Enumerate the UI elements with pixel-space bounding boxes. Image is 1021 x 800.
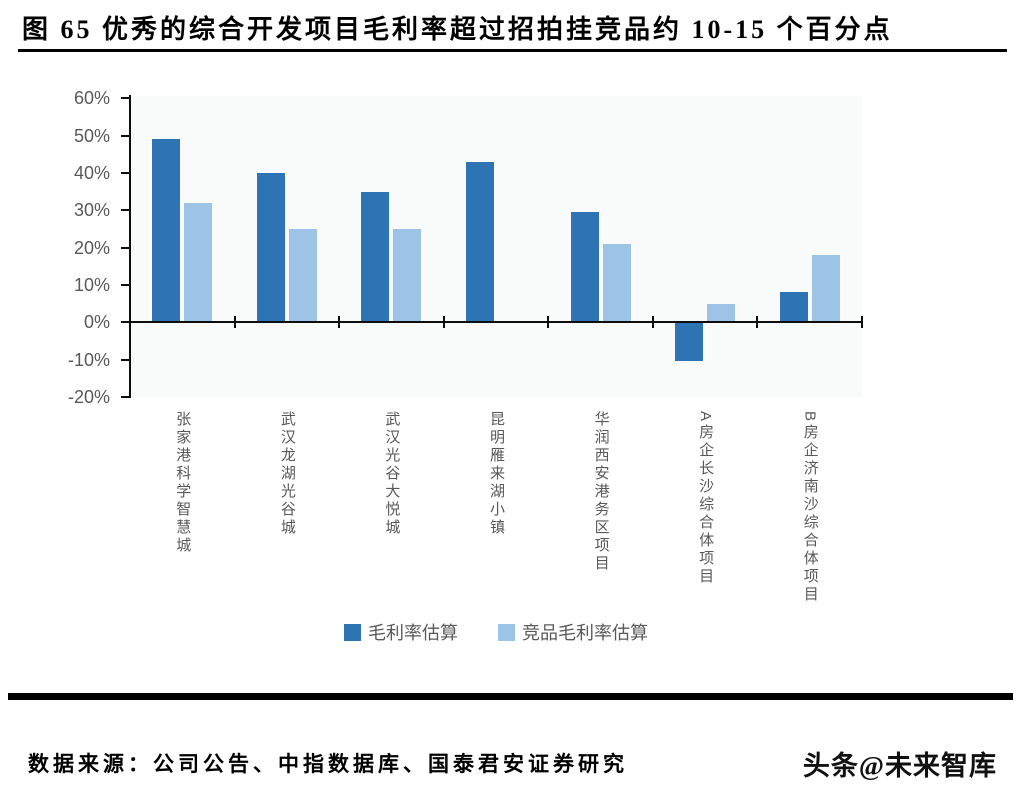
legend-swatch-icon <box>498 623 515 641</box>
category-label-3: 昆明雁来湖小镇 <box>488 411 505 537</box>
bottom-rule <box>8 693 1013 700</box>
data-source-text: 数据来源：公司公告、中指数据库、国泰君安证券研究 <box>28 752 628 776</box>
legend: 毛利率估算 竞品毛利率估算 <box>130 619 862 645</box>
bar-competitor-5 <box>707 303 736 323</box>
y-tick-label: 10% <box>73 274 110 295</box>
bar-primary-5 <box>675 322 704 362</box>
y-tick-label: 0% <box>83 312 110 333</box>
y-tick-label: 50% <box>73 125 110 146</box>
y-tick-label: 60% <box>73 88 110 109</box>
category-label-2: 武汉光谷大悦城 <box>383 411 401 537</box>
y-tick-label: 30% <box>73 200 110 221</box>
watermark-text: 头条@未来智库 <box>802 751 997 781</box>
category-label-0: 张家港科学智慧城 <box>174 411 192 555</box>
x-tick-mark <box>338 316 341 329</box>
x-tick-mark <box>547 316 550 329</box>
legend-label: 竞品毛利率估算 <box>522 623 648 643</box>
x-tick-mark <box>756 316 759 329</box>
bar-primary-1 <box>256 172 285 323</box>
figure-title: 图 65 优秀的综合开发项目毛利率超过招拍挂竞品约 10-15 个百分点 <box>22 15 893 44</box>
y-tick-label: 40% <box>73 162 110 183</box>
bar-primary-6 <box>779 292 808 323</box>
y-tick-mark <box>121 246 129 249</box>
category-label-4: 华润西安港务区项目 <box>592 411 610 573</box>
category-label-1: 武汉龙湖光谷城 <box>278 411 296 537</box>
bar-competitor-4 <box>602 243 631 323</box>
y-tick-mark <box>121 395 129 398</box>
bar-primary-2 <box>361 191 390 323</box>
legend-item-0: 毛利率估算 <box>344 619 458 645</box>
y-tick-mark <box>121 97 129 100</box>
y-tick-label: -20% <box>67 386 110 407</box>
y-tick-label: 20% <box>73 237 110 258</box>
bar-chart: 60% 50% 40% 30% 20% 10% 0% -10% -20% 张家港科学智慧城 武汉龙… <box>67 88 863 645</box>
y-tick-mark <box>121 171 129 174</box>
legend-swatch-icon <box>344 623 361 641</box>
title-rule <box>18 49 1007 52</box>
y-axis-line <box>129 95 131 398</box>
bar-competitor-2 <box>393 228 422 323</box>
legend-item-1: 竞品毛利率估算 <box>498 619 648 645</box>
category-label-6: B房企济南沙综合体项目 <box>801 411 819 605</box>
x-tick-mark <box>233 316 236 329</box>
plot-area <box>130 96 862 397</box>
x-axis-line <box>129 321 863 323</box>
bar-primary-0 <box>152 139 181 323</box>
y-tick-label: -10% <box>67 349 110 370</box>
x-tick-mark <box>442 316 445 329</box>
legend-label: 毛利率估算 <box>368 623 458 643</box>
bar-competitor-1 <box>288 228 317 323</box>
y-tick-mark <box>121 321 129 324</box>
y-tick-mark <box>121 134 129 137</box>
bar-competitor-6 <box>811 255 840 323</box>
bar-primary-3 <box>466 161 494 323</box>
bar-primary-4 <box>570 212 599 323</box>
bar-competitor-0 <box>184 202 213 323</box>
x-tick-mark <box>651 316 654 329</box>
y-tick-mark <box>121 209 129 212</box>
x-tick-mark <box>861 316 863 329</box>
y-tick-mark <box>121 358 129 361</box>
category-label-5: A房企长沙综合体项目 <box>697 411 715 587</box>
y-tick-mark <box>121 283 129 286</box>
